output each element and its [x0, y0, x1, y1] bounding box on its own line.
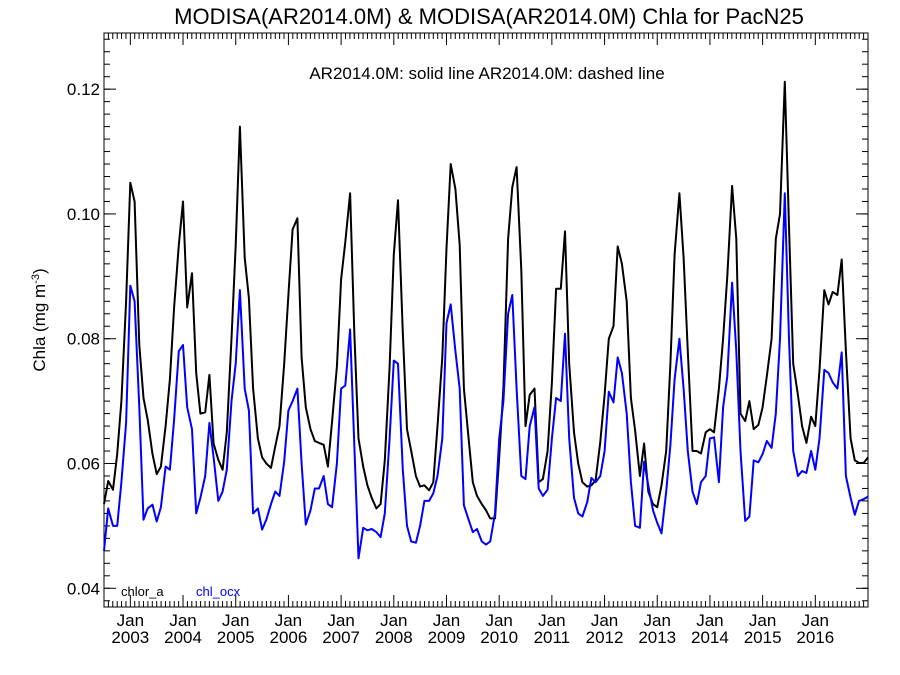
y-tick-label: 0.12 [67, 80, 100, 99]
svg-text:Chla (mg m-3): Chla (mg m-3) [30, 268, 49, 371]
x-tick-month-label: Jan [802, 611, 829, 630]
x-tick-month-label: Jan [169, 611, 196, 630]
x-tick-year-label: 2010 [480, 628, 518, 647]
x-axis: Jan2003Jan2004Jan2005Jan2006Jan2007Jan20… [103, 33, 869, 647]
x-tick-year-label: 2016 [796, 628, 834, 647]
x-tick-year-label: 2005 [217, 628, 255, 647]
y-tick-label: 0.04 [67, 579, 100, 598]
series-line-chl-ocx [103, 192, 869, 560]
x-tick-month-label: Jan [433, 611, 460, 630]
x-tick-year-label: 2009 [428, 628, 466, 647]
x-tick-year-label: 2003 [111, 628, 149, 647]
x-tick-year-label: 2015 [744, 628, 782, 647]
x-tick-year-label: 2006 [269, 628, 307, 647]
y-axis-label: Chla (mg m-3) [30, 268, 49, 371]
x-tick-year-label: 2004 [164, 628, 202, 647]
x-tick-month-label: Jan [485, 611, 512, 630]
x-tick-year-label: 2012 [586, 628, 624, 647]
x-tick-month-label: Jan [749, 611, 776, 630]
series-layer [103, 80, 869, 560]
y-axis: 0.04 0.06 0.08 0.10 0.12 [67, 38, 868, 602]
x-tick-year-label: 2014 [691, 628, 729, 647]
x-tick-month-label: Jan [696, 611, 723, 630]
y-tick-label: 0.08 [67, 330, 100, 349]
x-tick-year-label: 2013 [638, 628, 676, 647]
chart-title: MODISA(AR2014.0M) & MODISA(AR2014.0M) Ch… [174, 4, 804, 29]
x-tick-year-label: 2008 [375, 628, 413, 647]
x-tick-month-label: Jan [117, 611, 144, 630]
legend-entry: chl_ocx [196, 584, 241, 599]
x-tick-month-label: Jan [380, 611, 407, 630]
x-tick-year-label: 2011 [534, 628, 571, 647]
y-tick-label: 0.06 [67, 455, 100, 474]
x-tick-month-label: Jan [275, 611, 302, 630]
plot-area-frame [103, 32, 869, 608]
x-tick-month-label: Jan [644, 611, 671, 630]
chart-subtitle: AR2014.0M: solid line AR2014.0M: dashed … [309, 64, 664, 83]
y-tick-label: 0.10 [67, 205, 100, 224]
legend: chlor_a chl_ocx [121, 584, 241, 599]
x-tick-year-label: 2007 [322, 628, 360, 647]
x-tick-month-label: Jan [327, 611, 354, 630]
x-tick-month-label: Jan [591, 611, 618, 630]
series-line-chlor-a [103, 80, 869, 520]
legend-entry: chlor_a [121, 584, 164, 599]
x-tick-month-label: Jan [222, 611, 249, 630]
x-tick-month-label: Jan [538, 611, 565, 630]
